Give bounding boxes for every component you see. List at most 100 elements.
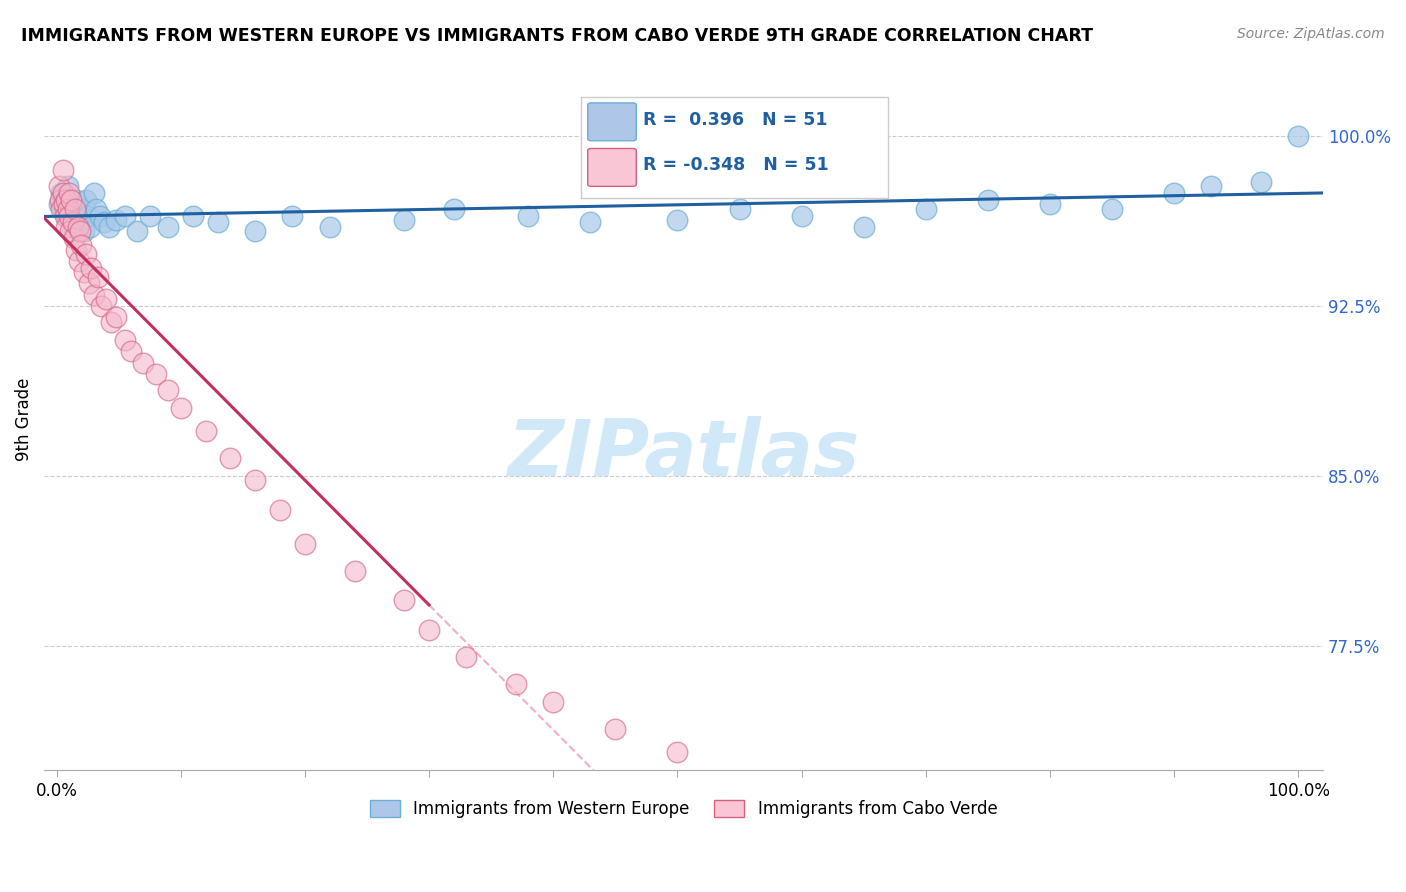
Point <box>181 209 204 223</box>
Point <box>79 219 101 234</box>
Point <box>666 213 689 227</box>
Point <box>245 224 267 238</box>
Point <box>443 202 465 216</box>
Point <box>67 253 90 268</box>
Point <box>65 243 87 257</box>
Point <box>58 209 80 223</box>
Point <box>790 209 813 223</box>
Text: Source: ZipAtlas.com: Source: ZipAtlas.com <box>1237 27 1385 41</box>
Point <box>65 193 87 207</box>
Point <box>66 219 89 234</box>
Point <box>63 202 86 216</box>
Point <box>75 247 97 261</box>
Point <box>49 193 72 207</box>
Point <box>456 649 478 664</box>
Point <box>1286 129 1309 144</box>
Point <box>96 293 118 307</box>
Point <box>394 213 416 227</box>
Point <box>319 219 342 234</box>
Point <box>48 179 70 194</box>
Point <box>60 193 83 207</box>
Point <box>1101 202 1123 216</box>
Point <box>80 260 103 275</box>
Point <box>69 224 91 238</box>
Text: R = -0.348   N = 51: R = -0.348 N = 51 <box>643 156 828 174</box>
Point <box>53 197 76 211</box>
Point <box>83 186 105 200</box>
FancyBboxPatch shape <box>588 103 637 141</box>
Point <box>418 623 440 637</box>
Point <box>52 163 75 178</box>
Point <box>100 315 122 329</box>
Y-axis label: 9th Grade: 9th Grade <box>15 377 32 461</box>
Point <box>89 209 111 223</box>
Point <box>58 197 80 211</box>
Point <box>269 502 291 516</box>
Text: IMMIGRANTS FROM WESTERN EUROPE VS IMMIGRANTS FROM CABO VERDE 9TH GRADE CORRELATI: IMMIGRANTS FROM WESTERN EUROPE VS IMMIGR… <box>21 27 1092 45</box>
Point <box>1039 197 1062 211</box>
Text: ZIPatlas: ZIPatlas <box>508 417 859 492</box>
Point <box>127 224 149 238</box>
Point <box>728 202 751 216</box>
Point <box>157 219 180 234</box>
Point <box>579 215 602 229</box>
Point <box>114 333 136 347</box>
Point <box>977 193 1000 207</box>
Point <box>170 401 193 415</box>
Point <box>51 186 73 200</box>
Point <box>343 564 366 578</box>
Point <box>70 209 93 223</box>
Point <box>73 265 96 279</box>
Point <box>53 193 76 207</box>
Point <box>145 367 167 381</box>
Point <box>62 219 84 234</box>
Point <box>59 224 82 238</box>
Point <box>194 424 217 438</box>
Point <box>914 202 936 216</box>
Point <box>56 202 79 216</box>
Point <box>53 209 76 223</box>
Point <box>105 213 128 227</box>
Point <box>53 202 76 216</box>
Point <box>517 209 540 223</box>
Point <box>70 238 93 252</box>
Text: R =  0.396   N = 51: R = 0.396 N = 51 <box>643 111 827 128</box>
Point <box>93 215 115 229</box>
Point <box>73 224 96 238</box>
Point <box>59 209 82 223</box>
Point <box>55 219 77 234</box>
Point <box>114 209 136 223</box>
Point <box>207 215 229 229</box>
Point <box>1163 186 1185 200</box>
Point <box>105 310 128 325</box>
Point <box>56 179 79 194</box>
Point <box>63 231 86 245</box>
Point <box>83 287 105 301</box>
Point <box>541 695 564 709</box>
Point <box>1250 175 1272 189</box>
Point <box>60 193 83 207</box>
Point <box>76 209 98 223</box>
Point <box>120 344 142 359</box>
Point <box>1201 179 1223 194</box>
Point <box>51 202 73 216</box>
Point <box>69 202 91 216</box>
Point <box>852 219 875 234</box>
Point <box>90 299 112 313</box>
Point <box>294 537 316 551</box>
Point <box>505 677 527 691</box>
Point <box>86 269 108 284</box>
Point <box>666 745 689 759</box>
Point <box>245 474 267 488</box>
FancyBboxPatch shape <box>588 148 637 186</box>
Point <box>157 383 180 397</box>
Point <box>77 277 100 291</box>
Point <box>52 186 75 200</box>
Point <box>48 197 70 211</box>
Point <box>605 723 627 737</box>
Point <box>55 193 77 207</box>
Point <box>97 219 120 234</box>
Point <box>58 186 80 200</box>
Point <box>219 450 242 465</box>
Point <box>84 202 107 216</box>
